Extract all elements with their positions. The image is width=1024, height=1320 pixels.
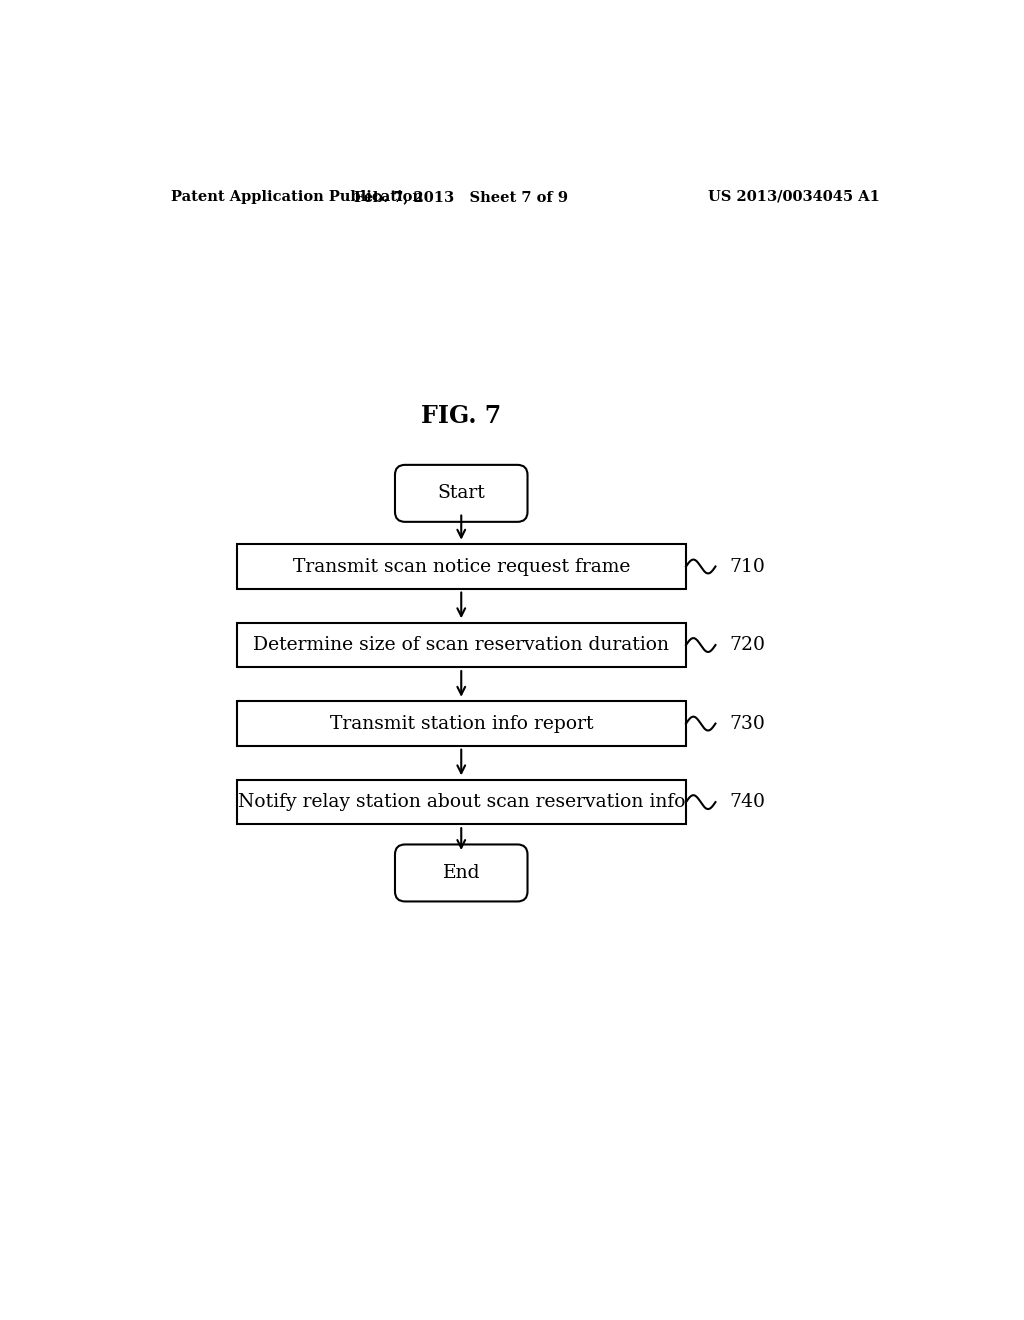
Text: Patent Application Publication: Patent Application Publication	[171, 190, 423, 203]
Text: 710: 710	[729, 557, 765, 576]
Bar	[237, 544, 686, 589]
Bar	[237, 701, 686, 746]
Text: Transmit station info report: Transmit station info report	[330, 714, 593, 733]
FancyBboxPatch shape	[395, 465, 527, 521]
Text: Determine size of scan reservation duration: Determine size of scan reservation durat…	[253, 636, 670, 653]
Text: 730: 730	[729, 714, 765, 733]
Text: 740: 740	[729, 793, 765, 810]
FancyBboxPatch shape	[395, 845, 527, 902]
Bar	[237, 780, 686, 825]
Bar	[237, 623, 686, 668]
Text: Feb. 7, 2013   Sheet 7 of 9: Feb. 7, 2013 Sheet 7 of 9	[354, 190, 568, 203]
Text: 720: 720	[729, 636, 765, 653]
Text: Start: Start	[437, 484, 485, 503]
Text: End: End	[442, 865, 480, 882]
Text: US 2013/0034045 A1: US 2013/0034045 A1	[708, 190, 880, 203]
Text: Transmit scan notice request frame: Transmit scan notice request frame	[293, 557, 630, 576]
Text: FIG. 7: FIG. 7	[421, 404, 502, 429]
Text: Notify relay station about scan reservation info: Notify relay station about scan reservat…	[238, 793, 685, 810]
